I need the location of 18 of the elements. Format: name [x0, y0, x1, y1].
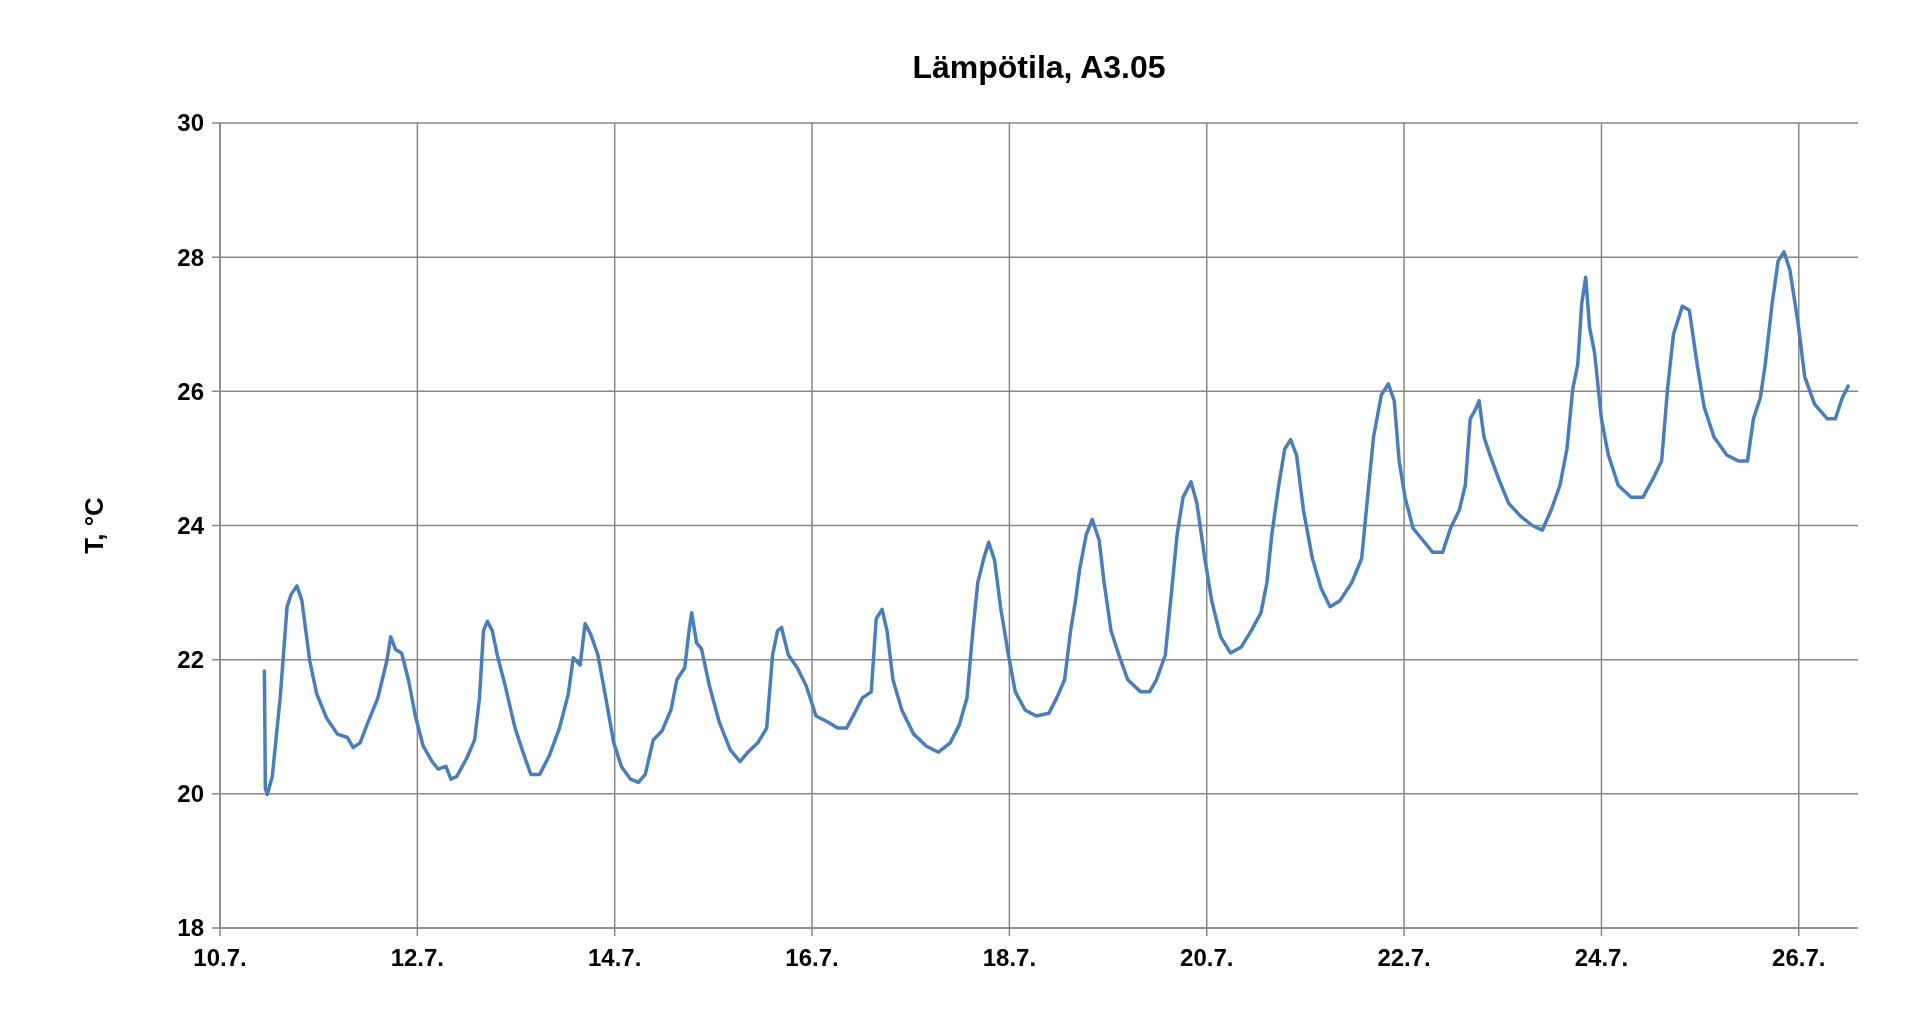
- y-tick-label: 18: [177, 914, 204, 942]
- x-tick-label: 16.7.: [785, 944, 839, 971]
- x-tick-label: 20.7.: [1180, 944, 1234, 971]
- y-axis-title: T, °C: [79, 496, 109, 554]
- x-tick-label: 24.7.: [1574, 944, 1629, 971]
- x-tick-label: 22.7.: [1377, 944, 1431, 971]
- y-tick-label: 24: [177, 511, 205, 539]
- y-tick-label: 20: [177, 780, 204, 808]
- x-tick-label: 10.7.: [193, 944, 247, 971]
- y-tick-label: 26: [177, 377, 204, 405]
- y-tick-label: 30: [177, 109, 204, 137]
- y-tick-label: 28: [177, 243, 204, 271]
- y-tick-label: 22: [177, 646, 204, 674]
- x-tick-label: 12.7.: [390, 944, 445, 971]
- x-tick-label: 14.7.: [588, 944, 642, 971]
- x-tick-label: 18.7.: [982, 944, 1037, 971]
- x-tick-label: 26.7.: [1772, 944, 1826, 971]
- chart-title: Lämpötila, A3.05: [912, 49, 1166, 85]
